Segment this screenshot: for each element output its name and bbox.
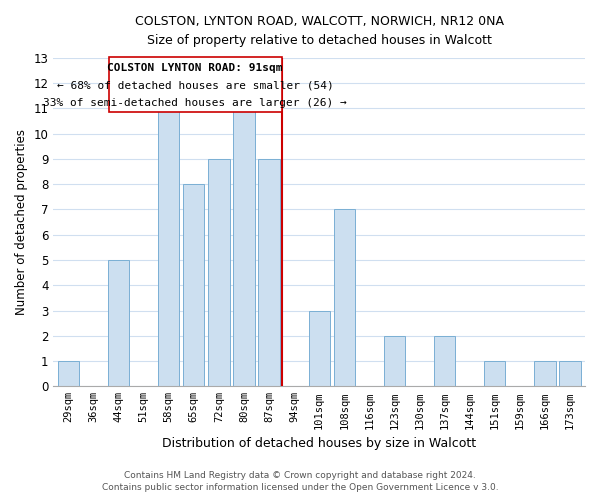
Bar [434, 336, 455, 386]
Bar [384, 336, 405, 386]
Text: COLSTON LYNTON ROAD: 91sqm: COLSTON LYNTON ROAD: 91sqm [107, 63, 283, 73]
FancyBboxPatch shape [109, 56, 281, 112]
Bar [484, 361, 505, 386]
X-axis label: Distribution of detached houses by size in Walcott: Distribution of detached houses by size … [162, 437, 476, 450]
Bar [158, 108, 179, 386]
Bar [259, 159, 280, 386]
Bar [233, 108, 254, 386]
Bar [108, 260, 129, 386]
Bar [559, 361, 581, 386]
Text: ← 68% of detached houses are smaller (54): ← 68% of detached houses are smaller (54… [57, 80, 334, 90]
Text: 33% of semi-detached houses are larger (26) →: 33% of semi-detached houses are larger (… [43, 98, 347, 108]
Text: Contains HM Land Registry data © Crown copyright and database right 2024.
Contai: Contains HM Land Registry data © Crown c… [101, 471, 499, 492]
Bar [334, 210, 355, 386]
Bar [58, 361, 79, 386]
Bar [534, 361, 556, 386]
Bar [183, 184, 205, 386]
Bar [308, 310, 330, 386]
Y-axis label: Number of detached properties: Number of detached properties [15, 129, 28, 315]
Bar [208, 159, 230, 386]
Title: COLSTON, LYNTON ROAD, WALCOTT, NORWICH, NR12 0NA
Size of property relative to de: COLSTON, LYNTON ROAD, WALCOTT, NORWICH, … [135, 15, 504, 47]
